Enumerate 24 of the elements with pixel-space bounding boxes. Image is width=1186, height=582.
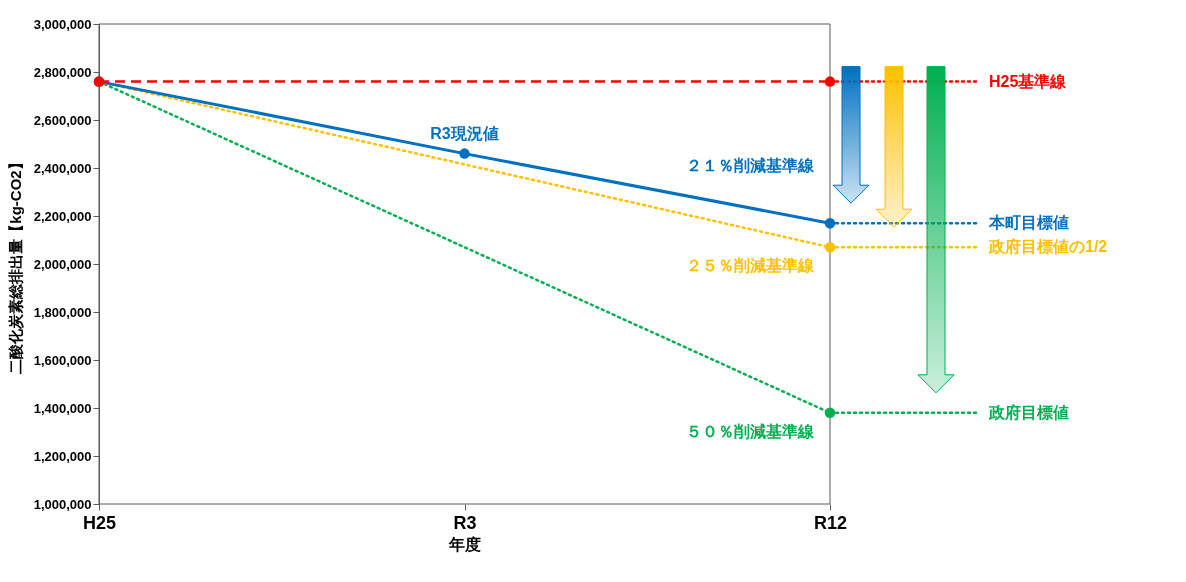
annotation: 政府目標値の1/2 — [988, 237, 1108, 256]
y-tick-label: 1,800,000 — [33, 304, 92, 320]
annotation: H25基準線 — [989, 72, 1068, 90]
y-axis-title: 二酸化炭素総排出量【kg-CO2】 — [6, 155, 24, 374]
y-tick-label: 2,400,000 — [33, 160, 92, 176]
annotation: 政府目標値 — [988, 402, 1069, 421]
series-label: ５０％削減基準線 — [686, 422, 815, 440]
y-tick-label: 3,000,000 — [33, 16, 92, 32]
y-tick-label: 2,600,000 — [33, 112, 92, 128]
y-tick-label: 1,200,000 — [33, 448, 92, 464]
y-tick-label: 2,200,000 — [33, 208, 92, 224]
y-tick-label: 1,600,000 — [33, 352, 92, 368]
annotation: 本町目標値 — [988, 214, 1069, 232]
y-tick-label: 1,000,000 — [33, 496, 92, 512]
annotation: R3現況値 — [430, 124, 499, 142]
x-axis-title: 年度 — [448, 534, 481, 553]
x-tick-label: R12 — [813, 512, 848, 533]
y-tick-label: 2,000,000 — [33, 256, 92, 272]
series-label: ２５％削減基準線 — [686, 257, 815, 275]
x-tick-label: R3 — [453, 512, 477, 533]
series-label: ２１％削減基準線 — [686, 157, 815, 175]
y-tick-label: 1,400,000 — [33, 400, 92, 416]
x-tick-label: H25 — [82, 512, 117, 533]
y-tick-label: 2,800,000 — [33, 64, 92, 80]
